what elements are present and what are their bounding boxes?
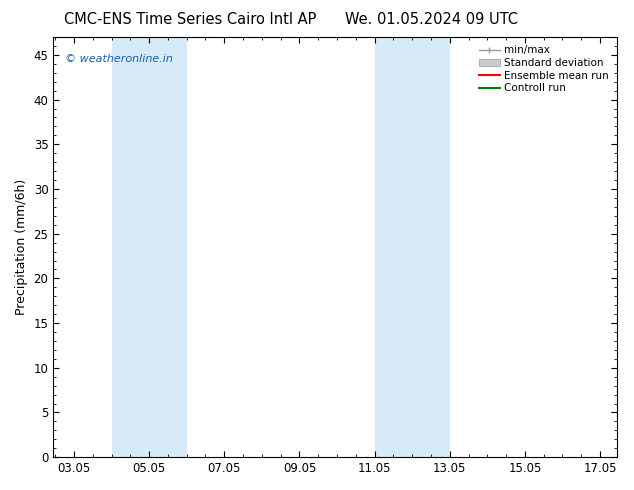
Text: We. 01.05.2024 09 UTC: We. 01.05.2024 09 UTC bbox=[345, 12, 517, 27]
Bar bbox=[375, 37, 450, 457]
Text: © weatheronline.in: © weatheronline.in bbox=[65, 54, 172, 64]
Bar bbox=[112, 37, 186, 457]
Y-axis label: Precipitation (mm/6h): Precipitation (mm/6h) bbox=[15, 179, 28, 315]
Text: CMC-ENS Time Series Cairo Intl AP: CMC-ENS Time Series Cairo Intl AP bbox=[64, 12, 316, 27]
Legend: min/max, Standard deviation, Ensemble mean run, Controll run: min/max, Standard deviation, Ensemble me… bbox=[476, 42, 612, 97]
